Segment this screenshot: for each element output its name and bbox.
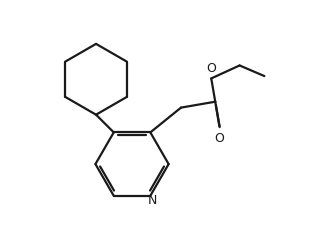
Text: N: N bbox=[148, 193, 157, 206]
Text: O: O bbox=[206, 62, 216, 75]
Text: O: O bbox=[215, 131, 224, 144]
